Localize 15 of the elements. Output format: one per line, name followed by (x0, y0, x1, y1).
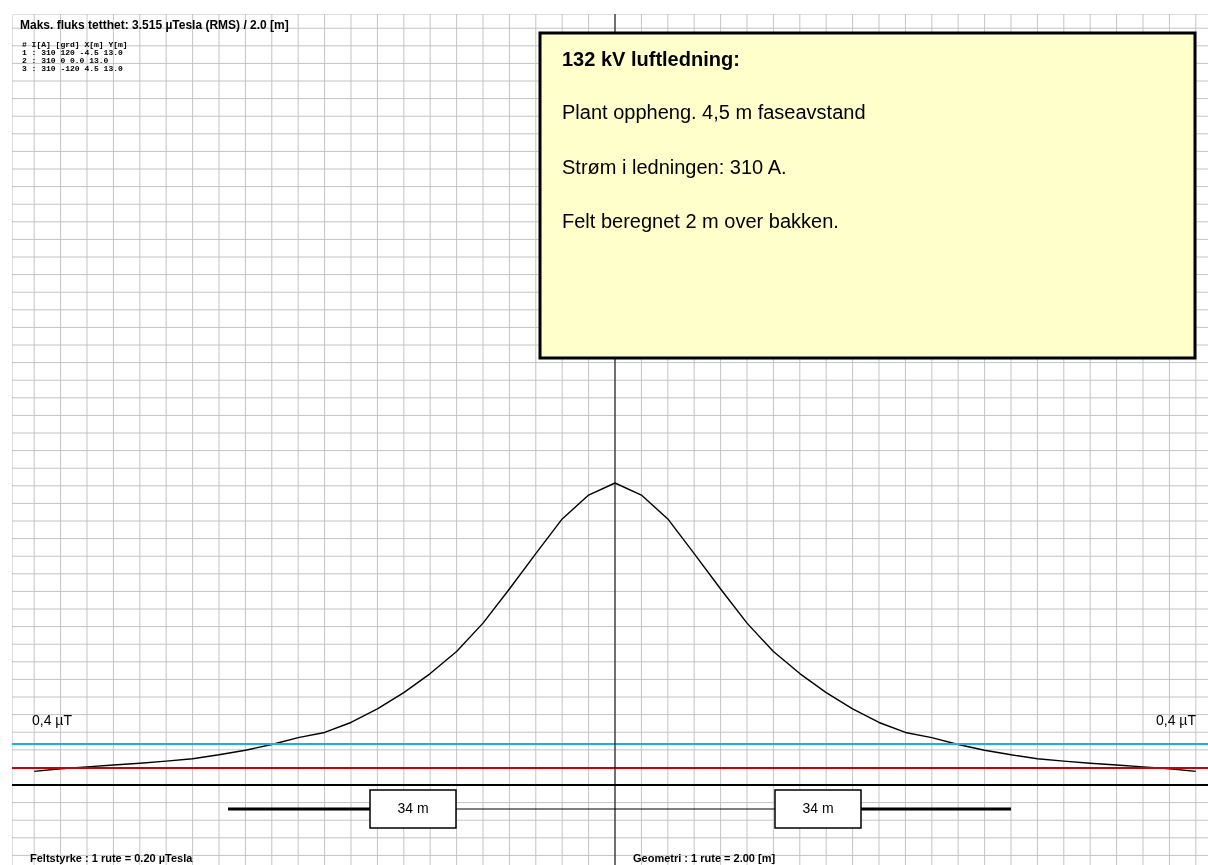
text: Feltstyrke : 1 rute = 0.20 µTesla (30, 852, 194, 864)
text: 132 kV luftledning: (562, 48, 740, 70)
text: Strøm i ledningen: 310 A. (562, 156, 787, 178)
text: 3 : 310 -120 4.5 13.0 (22, 64, 124, 73)
text: 2 : 310 0 0.0 13.0 (22, 56, 109, 65)
chart-title: Maks. fluks tetthet: 3.515 µTesla (RMS) / 2.0 [m] (20, 18, 289, 32)
text: 34 m (397, 800, 429, 816)
text: 0,4 µT (1156, 711, 1196, 728)
text: 34 m (802, 800, 834, 816)
text: Felt beregnet 2 m over bakken. (562, 210, 839, 232)
text: Geometri : 1 rute = 2.00 [m] (633, 852, 776, 864)
text: Plant oppheng. 4,5 m faseavstand (562, 101, 866, 123)
ref-line-label: 0,4 µT (32, 711, 73, 728)
text: # I[A] [grd] X[m] Y[m] (22, 40, 128, 49)
text: 1 : 310 120 -4.5 13.0 (22, 48, 124, 57)
